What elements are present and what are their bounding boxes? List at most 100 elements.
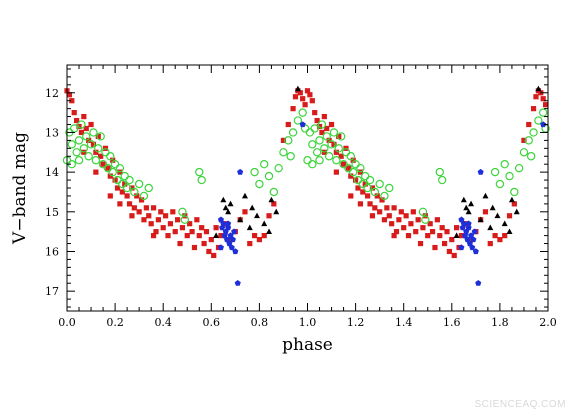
data-point-series-1 <box>167 221 174 227</box>
data-point-series-1 <box>95 133 101 140</box>
data-point-series-1 <box>189 229 195 235</box>
data-point-series-2 <box>284 136 293 145</box>
data-point-series-1 <box>324 125 330 132</box>
data-point-series-2 <box>519 148 529 157</box>
data-point-series-4 <box>466 240 473 247</box>
data-point-series-2 <box>286 152 295 161</box>
data-point-series-1 <box>331 141 337 147</box>
data-point-series-3 <box>494 212 501 219</box>
data-point-series-3 <box>241 192 248 199</box>
data-point-series-1 <box>391 233 397 239</box>
data-point-series-4 <box>299 121 306 128</box>
data-point-series-2 <box>180 215 190 224</box>
data-point-series-1 <box>321 113 327 120</box>
data-point-series-1 <box>319 129 325 136</box>
data-point-series-1 <box>410 209 416 215</box>
data-point-series-4 <box>458 216 465 223</box>
data-point-series-3 <box>249 204 256 211</box>
data-point-series-2 <box>312 148 322 157</box>
data-point-series-1 <box>401 225 407 231</box>
data-point-series-2 <box>308 159 317 169</box>
data-point-series-1 <box>117 201 123 207</box>
data-point-series-2 <box>310 124 319 133</box>
data-point-series-1 <box>160 225 166 231</box>
data-point-series-1 <box>93 169 99 175</box>
data-point-series-2 <box>250 167 259 177</box>
data-point-series-2 <box>435 167 444 177</box>
data-point-series-1 <box>482 209 489 215</box>
data-point-series-3 <box>225 208 232 215</box>
data-point-series-2 <box>134 179 144 189</box>
data-point-series-4 <box>470 236 477 243</box>
data-point-series-4 <box>226 240 233 247</box>
data-point-series-2 <box>348 167 358 177</box>
data-point-series-2 <box>260 159 269 169</box>
data-point-series-1 <box>76 123 82 130</box>
data-point-series-1 <box>487 240 493 247</box>
data-point-series-1 <box>300 96 306 102</box>
data-point-series-2 <box>72 148 81 157</box>
data-point-series-1 <box>251 233 258 239</box>
data-point-series-1 <box>446 248 452 255</box>
data-point-series-1 <box>415 217 421 223</box>
data-point-series-2 <box>380 191 389 201</box>
data-point-series-1 <box>163 213 169 219</box>
data-point-series-1 <box>187 221 193 227</box>
data-point-series-1 <box>126 201 133 207</box>
data-point-series-4 <box>468 232 475 239</box>
data-point-series-2 <box>264 171 274 181</box>
data-point-series-1 <box>165 233 171 239</box>
data-point-series-2 <box>86 140 96 149</box>
data-point-series-2 <box>91 156 101 165</box>
data-point-series-1 <box>449 236 455 243</box>
data-point-series-3 <box>222 204 229 211</box>
data-point-series-1 <box>393 229 400 235</box>
data-point-series-2 <box>324 152 334 161</box>
data-point-series-1 <box>292 94 299 100</box>
data-point-series-1 <box>290 106 296 112</box>
data-point-series-1 <box>203 229 210 235</box>
data-point-series-4 <box>458 244 465 251</box>
data-point-series-3 <box>513 208 520 215</box>
data-point-series-1 <box>112 177 118 183</box>
data-point-series-3 <box>453 232 460 239</box>
data-point-series-1 <box>441 240 448 247</box>
data-point-series-2 <box>510 187 519 197</box>
data-point-series-4 <box>540 121 547 128</box>
data-point-series-2 <box>332 156 341 165</box>
data-point-series-3 <box>482 192 489 199</box>
data-point-series-1 <box>502 233 508 239</box>
data-point-series-3 <box>227 200 234 207</box>
data-point-series-2 <box>538 108 548 117</box>
data-point-series-1 <box>369 185 376 191</box>
data-point-series-2 <box>84 152 93 161</box>
data-point-series-3 <box>253 212 260 219</box>
data-point-series-1 <box>360 189 366 195</box>
data-point-series-1 <box>155 217 161 223</box>
data-point-series-1 <box>451 252 457 259</box>
x-tick-label: 2.0 <box>539 316 557 329</box>
data-point-series-2 <box>96 132 105 141</box>
x-tick-label: 0.0 <box>58 316 76 329</box>
data-point-series-1 <box>427 221 433 227</box>
data-point-series-1 <box>71 110 77 116</box>
data-point-series-1 <box>521 137 527 143</box>
data-point-series-2 <box>385 183 394 193</box>
data-point-series-1 <box>261 233 267 239</box>
data-point-series-2 <box>288 128 298 137</box>
data-point-series-1 <box>175 217 181 223</box>
data-point-series-1 <box>93 149 99 155</box>
data-point-series-2 <box>529 128 538 137</box>
data-point-series-1 <box>396 217 402 223</box>
y-tick-label: 13 <box>45 126 59 139</box>
data-point-series-2 <box>130 187 139 197</box>
data-point-series-1 <box>389 221 395 227</box>
data-point-series-2 <box>79 144 89 153</box>
data-point-series-1 <box>66 92 73 98</box>
data-point-series-1 <box>372 205 378 211</box>
data-point-series-2 <box>308 140 317 149</box>
data-point-series-1 <box>158 209 164 215</box>
data-point-series-1 <box>405 233 412 239</box>
